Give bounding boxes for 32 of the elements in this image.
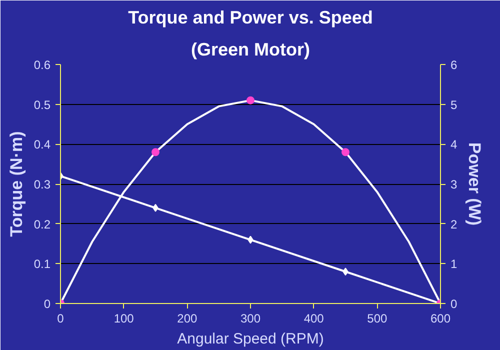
point [246, 96, 254, 104]
y-tick-label: 0.6 [34, 58, 51, 72]
x-tick-label: 500 [367, 312, 388, 326]
y2-tick-label: 6 [450, 58, 458, 72]
y2-axis-title: Power (W) [465, 142, 484, 226]
y-tick-label: 0.5 [34, 98, 51, 112]
y2-tick-label: 5 [450, 98, 458, 112]
y-tick-label: 0.2 [34, 217, 51, 232]
x-tick-label: 300 [240, 312, 261, 326]
y2-tick-label: 4 [450, 138, 458, 152]
x-tick-label: 600 [430, 312, 451, 326]
y2-tick-label: 2 [450, 217, 458, 232]
y-tick-label: 0.4 [34, 138, 51, 152]
point [152, 204, 158, 212]
chart-subtitle: (Green Motor) [191, 40, 310, 60]
y-tick-label: 0.1 [34, 257, 51, 272]
x-tick-label: 0 [57, 312, 64, 326]
y2-tick-label: 3 [450, 178, 458, 192]
y-tick-label: 0.3 [34, 178, 51, 192]
point [248, 236, 254, 244]
x-tick-label: 200 [177, 312, 198, 326]
y-axis-title: Torque (N·m) [6, 131, 26, 237]
x-tick-label: 100 [114, 312, 134, 326]
x-tick-label: 400 [304, 312, 324, 326]
x-axis-title: Angular Speed (RPM) [177, 330, 324, 348]
point [342, 268, 348, 276]
y2-tick-label: 0 [450, 297, 458, 311]
point [152, 148, 160, 156]
y-tick-label: 0 [44, 297, 51, 311]
point [342, 148, 350, 156]
y2-tick-label: 1 [450, 257, 458, 272]
chart-title: Torque and Power vs. Speed [128, 8, 373, 28]
